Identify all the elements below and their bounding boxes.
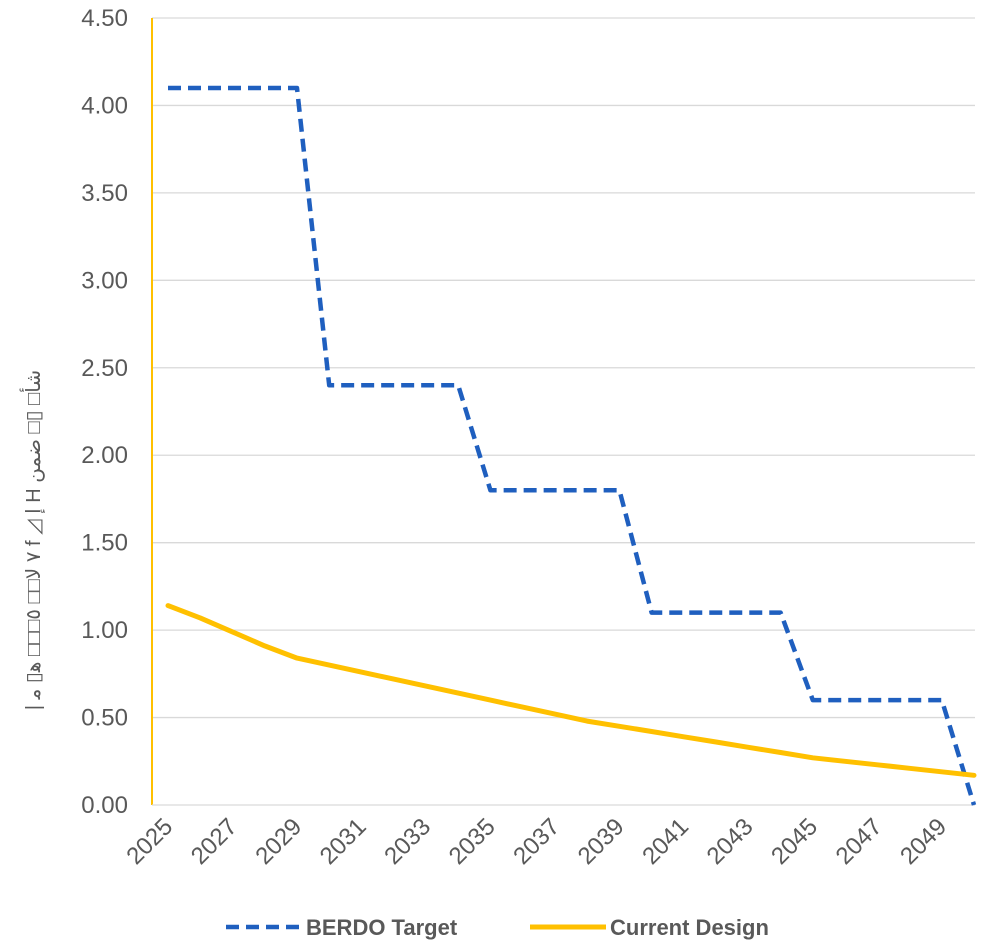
x-tick-label: 2033	[379, 813, 436, 870]
y-tick-label: 3.00	[81, 267, 128, 294]
x-tick-label: 2029	[250, 813, 307, 870]
y-tick-label: 2.50	[81, 355, 128, 382]
y-tick-label: 2.00	[81, 442, 128, 469]
y-tick-label: 4.50	[81, 5, 128, 32]
x-tick-labels: 2025 2027 2029 2031 2033 2035 2037 2039 2041 2043…	[121, 813, 952, 870]
y-axis-title: | ٧ لا□□ ٥□□□ ﻫ▯ ﻣ f ◿ إ H شأ□ ▯□ ضمن	[19, 370, 46, 710]
x-tick-label: 2035	[444, 813, 501, 870]
x-tick-label: 2043	[702, 813, 759, 870]
data-series	[165, 85, 977, 806]
legend: BERDO Target Current Design	[226, 915, 769, 940]
series-line-berdo-target	[168, 85, 977, 806]
y-tick-label: 1.00	[81, 617, 128, 644]
axes	[151, 18, 975, 806]
x-tick-label: 2047	[831, 813, 888, 870]
x-tick-label: 2025	[121, 813, 178, 870]
y-tick-label: 3.50	[81, 180, 128, 207]
y-tick-label: 0.50	[81, 705, 128, 732]
x-tick-label: 2031	[315, 813, 372, 870]
legend-label-current-design: Current Design	[610, 915, 769, 940]
x-tick-label: 2045	[766, 813, 823, 870]
x-tick-label: 2037	[508, 813, 565, 870]
y-tick-label: 0.00	[81, 792, 128, 819]
x-tick-label: 2049	[895, 813, 952, 870]
legend-label-berdo-target: BERDO Target	[306, 915, 458, 940]
y-tick-label: 1.50	[81, 530, 128, 557]
series-line-current-design	[165, 603, 977, 778]
x-tick-label: 2041	[637, 813, 694, 870]
x-tick-label: 2027	[186, 813, 243, 870]
y-tick-label: 4.00	[81, 92, 128, 119]
y-tick-labels: 0.00 0.50 1.00 1.50 2.00 2.50 3.00 3.50 4.00 4.50	[81, 5, 128, 819]
gridlines	[152, 17, 975, 719]
x-tick-label: 2039	[573, 813, 630, 870]
